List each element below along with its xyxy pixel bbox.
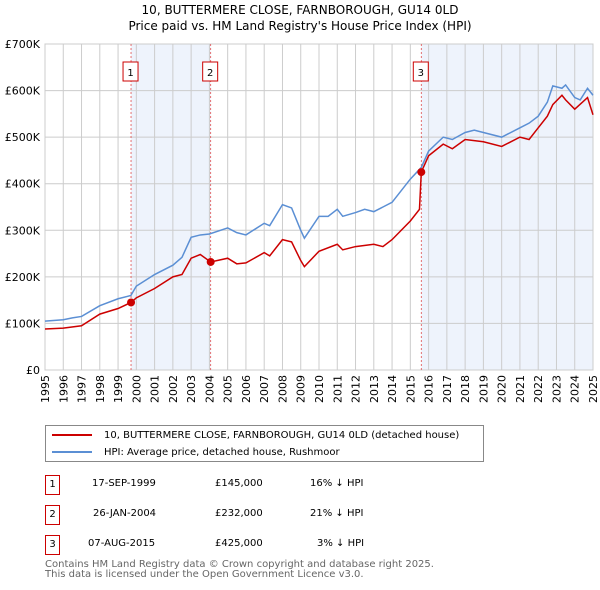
legend-item-property: 10, BUTTERMERE CLOSE, FARNBOROUGH, GU14 … [46, 427, 459, 443]
x-tick-label: 2017 [441, 375, 454, 403]
sale-marker-box: 2 [45, 505, 60, 525]
y-tick-label: £300K [5, 224, 41, 237]
legend-item-hpi: HPI: Average price, detached house, Rush… [46, 444, 340, 460]
x-tick-label: 2025 [587, 375, 600, 403]
x-tick-label: 2001 [149, 375, 162, 403]
series-line [44, 83, 594, 322]
y-tick-label: £200K [5, 271, 41, 284]
x-tick-label: 1997 [76, 375, 89, 403]
sale-price: £425,000 [215, 538, 263, 549]
x-tick-label: 2008 [276, 375, 289, 403]
x-tick-label: 2019 [477, 375, 490, 403]
sale-hpi-diff: 3% ↓ HPI [317, 538, 365, 549]
sale-label: 1 [127, 68, 133, 79]
shaded-region [131, 44, 211, 370]
licence-text: This data is licensed under the Open Gov… [45, 569, 364, 580]
sale-point [417, 168, 426, 177]
x-tick-label: 2005 [222, 375, 235, 403]
sale-price: £145,000 [215, 478, 263, 489]
x-tick-label: 1998 [94, 375, 107, 403]
x-tick-label: 2014 [386, 375, 399, 403]
sale-row: 2 26-JAN-2004 £232,000 21% ↓ HPI [45, 505, 445, 525]
x-tick-label: 2006 [240, 375, 253, 403]
chart-title: 10, BUTTERMERE CLOSE, FARNBOROUGH, GU14 … [0, 2, 600, 34]
sale-date: 26-JAN-2004 [93, 508, 157, 519]
x-tick-label: 2009 [295, 375, 308, 403]
series-line [44, 94, 594, 330]
x-tick-label: 2016 [423, 375, 436, 403]
legend-label: HPI: Average price, detached house, Rush… [104, 446, 340, 458]
sale-label-box [122, 61, 139, 82]
y-tick-label: £0 [26, 364, 40, 377]
x-tick-label: 2023 [550, 375, 563, 403]
x-tick-label: 2024 [569, 375, 582, 403]
x-tick-label: 1995 [39, 375, 52, 403]
x-tick-label: 2018 [459, 375, 472, 403]
sale-date: 17-SEP-1999 [92, 478, 156, 489]
sale-row: 1 17-SEP-1999 £145,000 16% ↓ HPI [45, 475, 445, 495]
sale-hpi-diff: 21% ↓ HPI [310, 508, 364, 519]
x-tick-label: 2015 [404, 375, 417, 403]
sale-label-box [202, 61, 219, 82]
sale-date: 07-AUG-2015 [88, 538, 156, 549]
legend-label: 10, BUTTERMERE CLOSE, FARNBOROUGH, GU14 … [104, 429, 460, 441]
price-chart: 1995 1996 1997 1998 1999 2000 2001 2002 2003 2004… [5, 38, 600, 403]
x-tick-label: 2004 [203, 375, 216, 403]
sale-price: £232,000 [215, 508, 263, 519]
x-tick-label: 2022 [532, 375, 545, 403]
sale-label: 3 [418, 68, 424, 79]
x-tick-label: 1999 [112, 375, 125, 403]
copyright-text: Contains HM Land Registry data © Crown c… [45, 559, 434, 570]
sale-label-box [412, 61, 429, 82]
sale-label: 2 [207, 68, 213, 79]
x-tick-label: 2021 [514, 375, 527, 403]
title-line: 10, BUTTERMERE CLOSE, FARNBOROUGH, GU14 … [141, 3, 459, 17]
sale-marker-box: 3 [45, 535, 60, 555]
x-tick-label: 2003 [185, 375, 198, 403]
blue-line-swatch [52, 451, 92, 453]
x-tick-label: 1996 [57, 375, 70, 403]
y-tick-label: £500K [5, 131, 41, 144]
x-tick-label: 2010 [313, 375, 326, 403]
y-tick-label: £700K [5, 38, 41, 51]
x-tick-label: 2012 [350, 375, 363, 403]
y-tick-label: £600K [5, 85, 41, 98]
y-tick-label: £400K [5, 178, 41, 191]
sale-row: 3 07-AUG-2015 £425,000 3% ↓ HPI [45, 535, 445, 555]
x-tick-label: 2002 [167, 375, 180, 403]
subtitle-line: Price paid vs. HM Land Registry's House … [128, 19, 472, 33]
sale-marker-box: 1 [45, 475, 60, 495]
y-tick-label: £100K [5, 317, 41, 330]
sale-hpi-diff: 16% ↓ HPI [310, 478, 364, 489]
footer: Contains HM Land Registry data © Crown c… [45, 560, 434, 580]
x-tick-label: 2000 [130, 375, 143, 403]
x-tick-label: 2007 [258, 375, 271, 403]
red-line-swatch [52, 434, 92, 436]
x-tick-label: 2011 [331, 375, 344, 403]
plot-border [44, 43, 594, 371]
sale-point [206, 257, 215, 266]
x-tick-label: 2013 [368, 375, 381, 403]
x-tick-label: 2020 [496, 375, 509, 403]
legend: 10, BUTTERMERE CLOSE, FARNBOROUGH, GU14 … [45, 425, 484, 462]
sale-point [127, 298, 136, 307]
